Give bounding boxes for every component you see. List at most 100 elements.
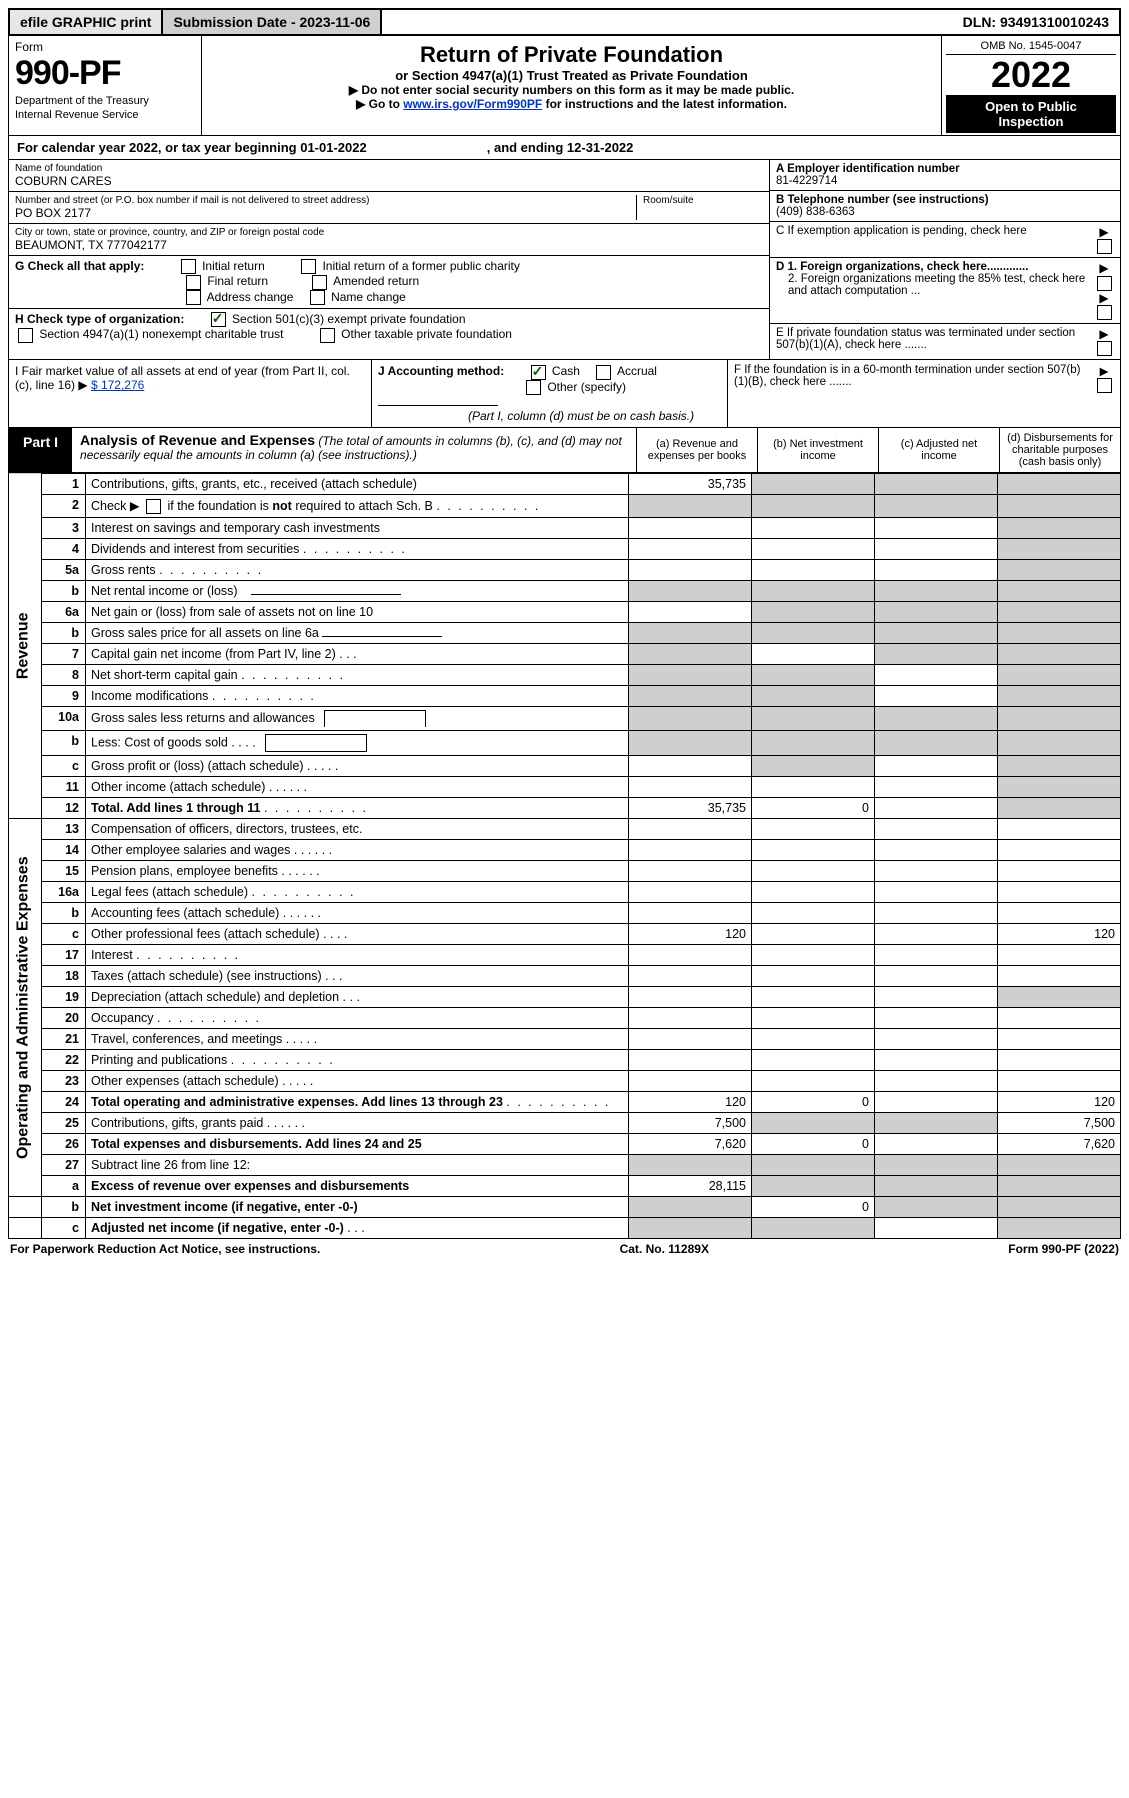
row-21: 21 Travel, conferences, and meetings . .… — [9, 1029, 1121, 1050]
chk-sch-b[interactable] — [146, 499, 161, 514]
g-label: G Check all that apply: — [15, 259, 144, 273]
r13-desc: Compensation of officers, directors, tru… — [86, 819, 629, 840]
r10c-desc: Gross profit or (loss) (attach schedule)… — [86, 756, 629, 777]
form990pf-link[interactable]: www.irs.gov/Form990PF — [403, 97, 542, 111]
row-17: 17 Interest — [9, 945, 1121, 966]
check-h-row: H Check type of organization: Section 50… — [9, 309, 769, 346]
part1-cols: (a) Revenue and expenses per books (b) N… — [636, 428, 1120, 472]
r17-desc: Interest — [86, 945, 629, 966]
chk-f[interactable] — [1097, 378, 1112, 393]
row-5b: b Net rental income or (loss) — [9, 581, 1121, 602]
dept-irs: Internal Revenue Service — [15, 109, 195, 121]
r11-num: 11 — [42, 777, 86, 798]
part1-table: Revenue 1 Contributions, gifts, grants, … — [8, 473, 1121, 1239]
chk-d2[interactable] — [1097, 305, 1112, 320]
r5b-desc: Net rental income or (loss) — [86, 581, 629, 602]
i-label: I Fair market value of all assets at end… — [15, 364, 350, 392]
e-label: E If private foundation status was termi… — [776, 327, 1094, 356]
addr-value: PO BOX 2177 — [15, 206, 636, 220]
row-25: 25 Contributions, gifts, grants paid . .… — [9, 1113, 1121, 1134]
chk-e[interactable] — [1097, 341, 1112, 356]
chk-other-method[interactable] — [526, 380, 541, 395]
info-right: A Employer identification number 81-4229… — [769, 160, 1120, 359]
r15-desc: Pension plans, employee benefits . . . .… — [86, 861, 629, 882]
r25-desc: Contributions, gifts, grants paid . . . … — [86, 1113, 629, 1134]
part1-header: Part I Analysis of Revenue and Expenses … — [8, 428, 1121, 473]
r3-num: 3 — [42, 518, 86, 539]
r10b-desc: Less: Cost of goods sold . . . . — [86, 731, 629, 756]
calyear-begin: For calendar year 2022, or tax year begi… — [17, 140, 367, 155]
efile-print-button[interactable]: efile GRAPHIC print — [10, 10, 163, 34]
r12-num: 12 — [42, 798, 86, 819]
r11-desc: Other income (attach schedule) . . . . .… — [86, 777, 629, 798]
address-row: Number and street (or P.O. box number if… — [9, 192, 769, 224]
row-16a: 16a Legal fees (attach schedule) — [9, 882, 1121, 903]
r27c-desc: Adjusted net income (if negative, enter … — [86, 1218, 629, 1239]
chk-cash[interactable] — [531, 365, 546, 380]
chk-accrual[interactable] — [596, 365, 611, 380]
chk-4947[interactable] — [18, 328, 33, 343]
chk-final[interactable] — [186, 275, 201, 290]
row-10a: 10a Gross sales less returns and allowan… — [9, 707, 1121, 731]
chk-initial-former[interactable] — [301, 259, 316, 274]
r26-b: 0 — [752, 1134, 875, 1155]
row-12: 12 Total. Add lines 1 through 11 35,735 … — [9, 798, 1121, 819]
a-label: A Employer identification number — [776, 163, 960, 175]
top-bar: efile GRAPHIC print Submission Date - 20… — [8, 8, 1121, 36]
r5a-desc: Gross rents — [86, 560, 629, 581]
r9-desc: Income modifications — [86, 686, 629, 707]
omb-number: OMB No. 1545-0047 — [946, 38, 1116, 55]
r13-num: 13 — [42, 819, 86, 840]
r1-c — [875, 473, 998, 494]
r10a-desc: Gross sales less returns and allowances — [86, 707, 629, 731]
row-27b: b Net investment income (if negative, en… — [9, 1197, 1121, 1218]
i-value-link[interactable]: $ 172,276 — [91, 378, 144, 392]
chk-c[interactable] — [1097, 239, 1112, 254]
r16b-desc: Accounting fees (attach schedule) . . . … — [86, 903, 629, 924]
r16a-desc: Legal fees (attach schedule) — [86, 882, 629, 903]
part1-title: Analysis of Revenue and Expenses — [80, 432, 315, 448]
g-amended: Amended return — [333, 274, 419, 288]
opex-vlabel: Operating and Administrative Expenses — [9, 819, 42, 1197]
form-label: Form — [15, 40, 195, 54]
r25-a: 7,500 — [629, 1113, 752, 1134]
row-16b: b Accounting fees (attach schedule) . . … — [9, 903, 1121, 924]
r18-desc: Taxes (attach schedule) (see instruction… — [86, 966, 629, 987]
chk-initial[interactable] — [181, 259, 196, 274]
r12-desc: Total. Add lines 1 through 11 — [86, 798, 629, 819]
foundation-name-cell: Name of foundation COBURN CARES — [9, 160, 769, 192]
chk-other-taxable[interactable] — [320, 328, 335, 343]
d2-label: 2. Foreign organizations meeting the 85%… — [776, 273, 1094, 297]
r10a-num: 10a — [42, 707, 86, 731]
footer-mid: Cat. No. 11289X — [620, 1242, 709, 1256]
city-value: BEAUMONT, TX 777042177 — [15, 238, 763, 252]
r3-desc: Interest on savings and temporary cash i… — [86, 518, 629, 539]
addr-label: Number and street (or P.O. box number if… — [15, 195, 636, 206]
r16b-num: b — [42, 903, 86, 924]
chk-namechange[interactable] — [310, 290, 325, 305]
row-5a: 5a Gross rents — [9, 560, 1121, 581]
chk-501c3[interactable] — [211, 312, 226, 327]
r20-num: 20 — [42, 1008, 86, 1029]
r16c-desc: Other professional fees (attach schedule… — [86, 924, 629, 945]
r26-desc: Total expenses and disbursements. Add li… — [86, 1134, 629, 1155]
g-address: Address change — [207, 290, 294, 304]
row-19: 19 Depreciation (attach schedule) and de… — [9, 987, 1121, 1008]
r22-num: 22 — [42, 1050, 86, 1071]
r16c-num: c — [42, 924, 86, 945]
box-a: A Employer identification number 81-4229… — [770, 160, 1120, 191]
r6a-desc: Net gain or (loss) from sale of assets n… — [86, 602, 629, 623]
row-27a: a Excess of revenue over expenses and di… — [9, 1176, 1121, 1197]
chk-d1[interactable] — [1097, 276, 1112, 291]
row-15: 15 Pension plans, employee benefits . . … — [9, 861, 1121, 882]
chk-amended[interactable] — [312, 275, 327, 290]
form-header: Form 990-PF Department of the Treasury I… — [8, 36, 1121, 136]
row-10b: b Less: Cost of goods sold . . . . — [9, 731, 1121, 756]
h-other: Other taxable private foundation — [341, 327, 512, 341]
g-initial-former: Initial return of a former public charit… — [322, 259, 519, 273]
r27a-num: a — [42, 1176, 86, 1197]
row-11: 11 Other income (attach schedule) . . . … — [9, 777, 1121, 798]
chk-address[interactable] — [186, 290, 201, 305]
col-b-header: (b) Net investment income — [757, 428, 878, 472]
form-subtitle-2: ▶ Do not enter social security numbers o… — [210, 83, 933, 97]
